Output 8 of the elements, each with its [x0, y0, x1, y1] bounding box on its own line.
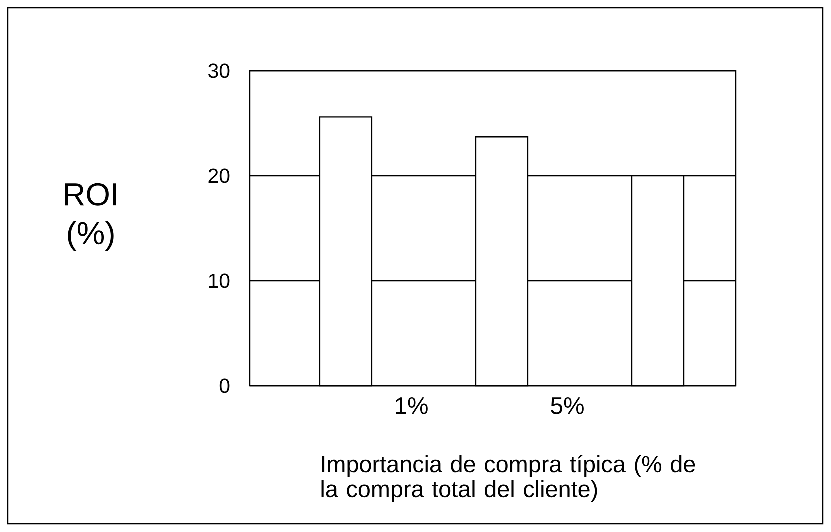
text: 1%: [396, 398, 428, 414]
y-tick-label: 10: [209, 274, 230, 288]
y-tick-label: 0: [220, 378, 230, 394]
y-axis-title: ROI (%): [65, 183, 116, 252]
text: 5%: [551, 398, 584, 414]
y-tick-label: 20: [208, 168, 230, 184]
y-tick-label: 30: [208, 64, 230, 78]
x-axis-title: Importancia de compra típica (% de la compra total del cliente): [322, 455, 696, 502]
